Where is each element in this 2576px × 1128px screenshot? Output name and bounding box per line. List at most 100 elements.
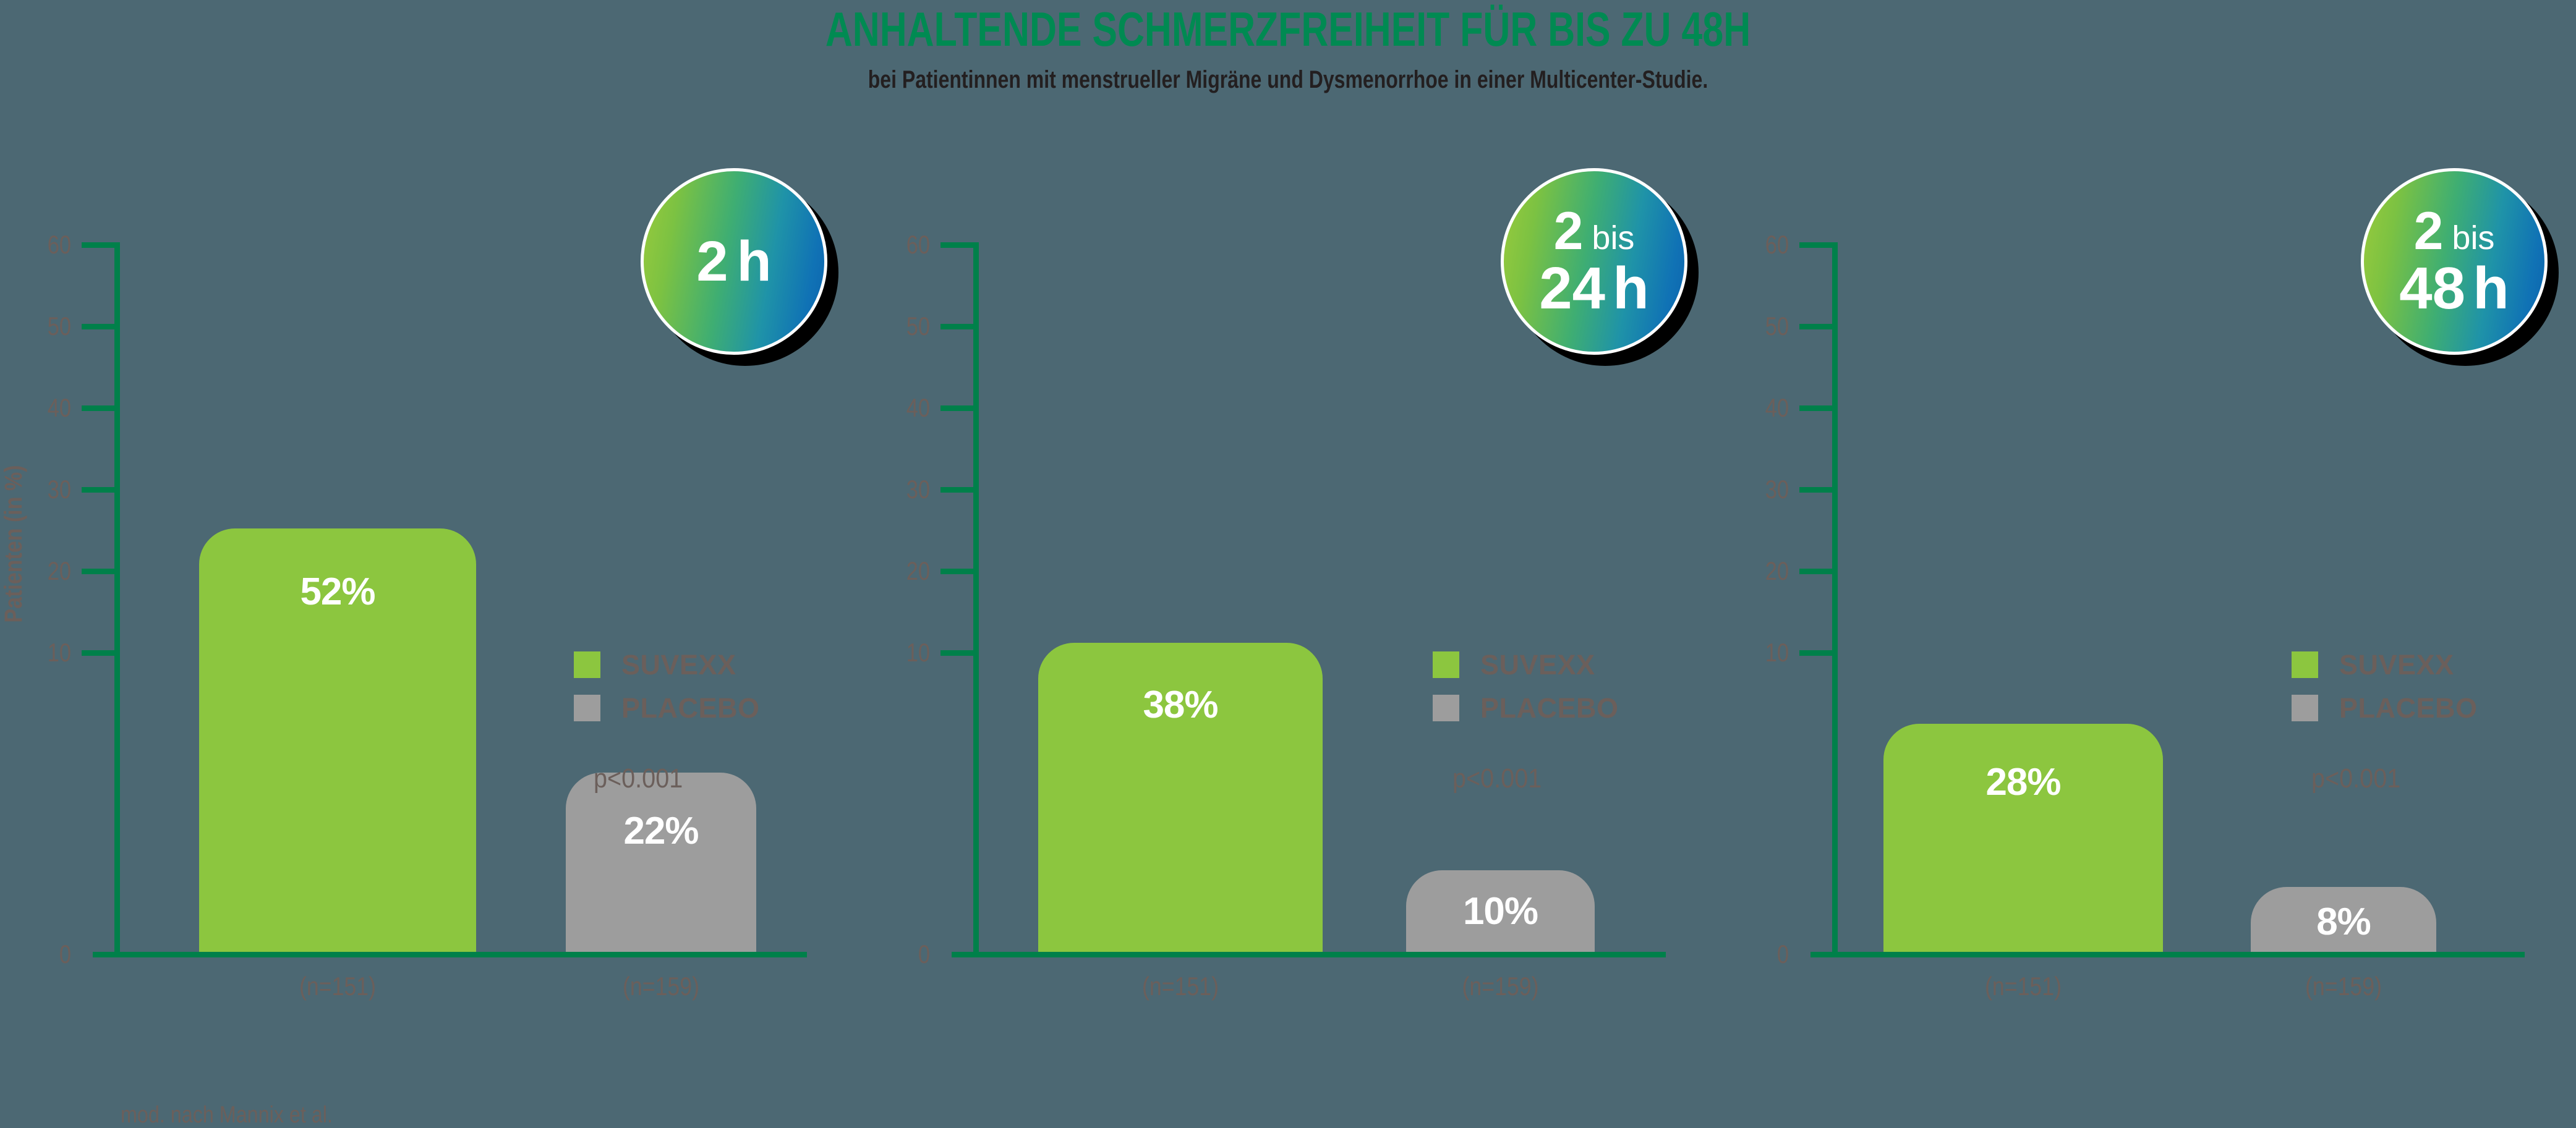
y-tick-label-10: 10 (906, 638, 930, 667)
legend-item-suvexx[interactable]: SUVEXX (1433, 643, 1619, 686)
bar-placebo[interactable]: 8% (2251, 887, 2436, 952)
y-tick-label-20: 20 (47, 556, 71, 585)
badge-circle: 2 bis 24 h (1501, 168, 1687, 355)
badge-connector-word: bis (2452, 219, 2495, 257)
y-tick-label-20: 20 (1765, 556, 1789, 585)
badge-circle: 2 bis 48 h (2361, 168, 2548, 355)
x-category-label-suvexx: (n=151) (1984, 972, 2062, 1001)
header: ANHALTENDE SCHMERZFREIHEIT FÜR BIS ZU 48… (0, 0, 2576, 117)
y-tick-label-30: 30 (47, 475, 71, 504)
y-tick-50 (1799, 324, 1833, 329)
bar-value-label: 8% (2316, 901, 2371, 943)
y-axis-line (1832, 242, 1838, 954)
bar-value-label: 38% (1143, 684, 1218, 726)
badge-line-bottom: 48 h (2399, 259, 2509, 318)
y-tick-label-0: 0 (59, 939, 71, 969)
y-tick-label-50: 50 (1765, 312, 1789, 341)
y-tick-30 (82, 487, 115, 493)
p-value-annotation: p<0.001 (2311, 763, 2401, 794)
y-tick-40 (1799, 405, 1833, 411)
y-tick-label-60: 60 (906, 230, 930, 259)
badge-hours-number: 24 (1539, 255, 1606, 321)
time-badge-2h: 2 h (641, 168, 838, 366)
x-axis-line (93, 952, 807, 957)
bar-suvexx[interactable]: 38% (1038, 643, 1323, 952)
plot-area: 60 50 40 30 20 10 0 38% 10% (n=151) (n=1… (859, 204, 1718, 1011)
time-badge-48h: 2 bis 48 h (2361, 168, 2559, 366)
badge-line: 2 h (696, 233, 771, 290)
badge-number: 2 (696, 230, 728, 293)
y-tick-30 (940, 487, 974, 493)
x-category-label-placebo: (n=159) (622, 972, 700, 1001)
x-category-label-placebo: (n=159) (2305, 972, 2382, 1001)
badge-circle: 2 h (641, 168, 827, 355)
legend-item-placebo[interactable]: PLACEBO (2292, 686, 2478, 729)
badge-hours-number: 48 (2399, 255, 2466, 321)
bar-value-label: 28% (1985, 761, 2061, 804)
plot-area: 60 50 40 30 20 10 0 28% 8% (n=151) (n=15… (1718, 204, 2576, 1011)
y-tick-50 (940, 324, 974, 329)
y-axis-line (114, 242, 120, 954)
x-category-label-suvexx: (n=151) (299, 972, 377, 1001)
bar-placebo[interactable]: 22% (566, 773, 756, 952)
badge-unit: h (736, 230, 772, 293)
bar-value-label: 10% (1462, 890, 1538, 933)
x-axis-line (952, 952, 1666, 957)
bar-suvexx[interactable]: 28% (1883, 724, 2163, 952)
legend-swatch-green-icon (1433, 651, 1459, 678)
y-tick-label-30: 30 (1765, 475, 1789, 504)
badge-number: 2 (2413, 201, 2444, 261)
badge-hours-unit: h (1613, 255, 1649, 321)
chart-panel-24h: 60 50 40 30 20 10 0 38% 10% (n=151) (n=1… (859, 204, 1718, 1011)
y-tick-60 (940, 242, 974, 248)
y-tick-label-20: 20 (906, 556, 930, 585)
y-tick-label-60: 60 (1765, 230, 1789, 259)
chart-panel-48h: 60 50 40 30 20 10 0 28% 8% (n=151) (n=15… (1718, 204, 2576, 1011)
y-tick-label-10: 10 (1765, 638, 1789, 667)
legend-label-placebo: PLACEBO (1480, 692, 1619, 724)
y-tick-40 (940, 405, 974, 411)
y-tick-40 (82, 405, 115, 411)
badge-line-top: 2 bis (1554, 205, 1635, 258)
y-tick-label-40: 40 (47, 393, 71, 422)
time-badge-24h: 2 bis 24 h (1501, 168, 1699, 366)
y-tick-20 (1799, 569, 1833, 574)
legend-label-suvexx: SUVEXX (1480, 648, 1595, 681)
x-axis-line (1810, 952, 2525, 957)
y-tick-label-10: 10 (47, 638, 71, 667)
badge-number: 2 (1553, 201, 1584, 261)
p-value-annotation: p<0.001 (594, 763, 683, 794)
bar-suvexx[interactable]: 52% (199, 528, 476, 952)
y-tick-20 (82, 569, 115, 574)
legend-item-suvexx[interactable]: SUVEXX (2292, 643, 2478, 686)
legend: SUVEXX PLACEBO (2292, 643, 2478, 729)
y-tick-30 (1799, 487, 1833, 493)
legend-swatch-gray-icon (1433, 694, 1459, 721)
badge-connector-word: bis (1592, 219, 1635, 257)
y-tick-10 (82, 650, 115, 656)
y-tick-label-50: 50 (47, 312, 71, 341)
badge-line-top: 2 bis (2414, 205, 2495, 258)
y-tick-label-60: 60 (47, 230, 71, 259)
bar-placebo[interactable]: 10% (1406, 870, 1595, 952)
legend-swatch-green-icon (574, 651, 600, 678)
page-title: ANHALTENDE SCHMERZFREIHEIT FÜR BIS ZU 48… (825, 2, 1751, 56)
y-tick-label-0: 0 (1776, 939, 1789, 969)
y-tick-60 (82, 242, 115, 248)
source-footnote: mod. nach Mannix et al. (121, 1102, 333, 1128)
legend: SUVEXX PLACEBO (574, 643, 760, 729)
page-subtitle: bei Patientinnen mit menstrueller Migrän… (868, 66, 1708, 93)
legend-item-placebo[interactable]: PLACEBO (1433, 686, 1619, 729)
y-tick-label-50: 50 (906, 312, 930, 341)
legend-label-suvexx: SUVEXX (621, 648, 736, 681)
legend-item-suvexx[interactable]: SUVEXX (574, 643, 760, 686)
y-axis-line (973, 242, 979, 954)
legend-item-placebo[interactable]: PLACEBO (574, 686, 760, 729)
badge-hours-unit: h (2473, 255, 2509, 321)
chart-panel-2h: Patienten (in %) 60 50 40 30 20 10 0 52%… (0, 204, 859, 1127)
bar-value-label: 52% (300, 570, 375, 613)
legend-swatch-gray-icon (2292, 694, 2318, 721)
p-value-annotation: p<0.001 (1452, 763, 1542, 794)
badge-line-bottom: 24 h (1539, 259, 1648, 318)
y-tick-label-30: 30 (906, 475, 930, 504)
